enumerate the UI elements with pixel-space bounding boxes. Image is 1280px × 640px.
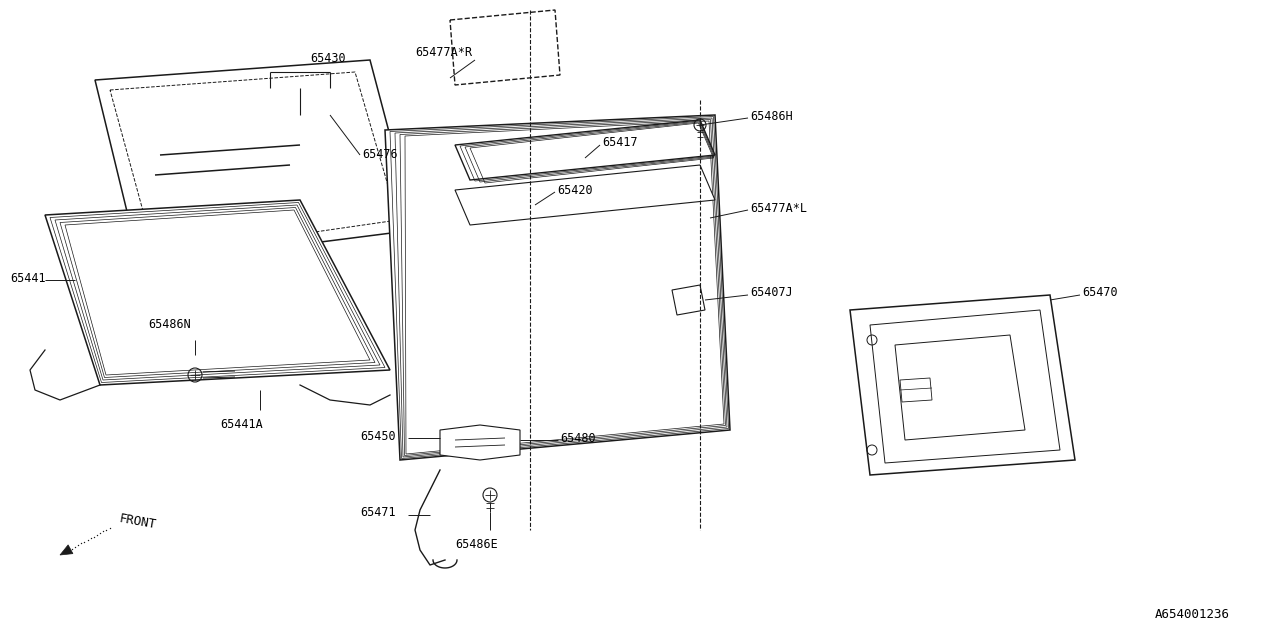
Text: 65417: 65417 <box>602 136 637 148</box>
Polygon shape <box>95 60 415 265</box>
Polygon shape <box>672 285 705 315</box>
Text: 65480: 65480 <box>561 431 595 445</box>
Text: 65471: 65471 <box>360 506 396 520</box>
Polygon shape <box>454 120 716 180</box>
Text: 65420: 65420 <box>557 184 593 196</box>
Text: 65430: 65430 <box>310 51 346 65</box>
Polygon shape <box>45 200 390 385</box>
Polygon shape <box>850 295 1075 475</box>
Polygon shape <box>454 165 716 225</box>
Text: 65486H: 65486H <box>750 109 792 122</box>
Text: 65486E: 65486E <box>454 538 498 552</box>
Text: FRONT: FRONT <box>118 513 157 532</box>
Text: 65486N: 65486N <box>148 319 191 332</box>
Polygon shape <box>440 425 520 460</box>
Text: 65470: 65470 <box>1082 287 1117 300</box>
Text: 65476: 65476 <box>362 148 398 161</box>
Text: 65450: 65450 <box>360 429 396 442</box>
Polygon shape <box>385 115 730 460</box>
Text: 65441A: 65441A <box>220 419 262 431</box>
Text: 65441: 65441 <box>10 271 46 285</box>
Text: 65477A*R: 65477A*R <box>415 45 472 58</box>
Text: 65477A*L: 65477A*L <box>750 202 806 214</box>
Text: A654001236: A654001236 <box>1155 609 1230 621</box>
Text: 65407J: 65407J <box>750 287 792 300</box>
Polygon shape <box>60 545 73 555</box>
